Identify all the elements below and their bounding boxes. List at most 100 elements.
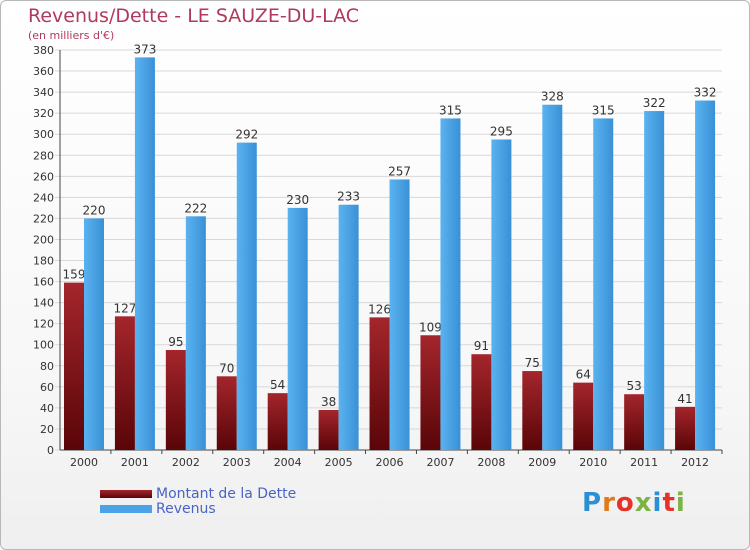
bar-dette [624,394,645,450]
bar-dette [573,382,594,450]
data-label-dette: 70 [219,361,234,375]
x-tick-label: 2001 [121,456,149,469]
data-label-revenus: 315 [439,103,462,117]
y-tick-label: 380 [33,44,54,57]
x-tick-label: 2008 [477,456,505,469]
x-tick-label: 2010 [579,456,607,469]
y-tick-label: 260 [33,170,54,183]
x-tick-label: 2003 [223,456,251,469]
bar-dette [471,354,492,450]
data-label-revenus: 322 [643,96,666,110]
x-tick-label: 2000 [70,456,98,469]
bar-dette [267,393,288,450]
data-label-dette: 95 [168,335,183,349]
y-tick-label: 200 [33,233,54,246]
data-label-revenus: 257 [388,164,411,178]
data-label-revenus: 315 [592,103,615,117]
bar-revenus [593,118,614,450]
logo-letter: r [602,488,616,518]
data-label-dette: 53 [627,379,642,393]
legend-swatch-dette [100,489,152,498]
bar-dette [216,376,237,450]
logo-letter: t [662,488,676,518]
data-label-revenus: 295 [490,124,513,138]
data-label-revenus: 292 [235,128,258,142]
y-tick-label: 140 [33,297,54,310]
logo-letter: i [675,488,686,518]
data-label-revenus: 220 [83,203,106,217]
bar-dette [318,410,339,450]
y-tick-label: 340 [33,86,54,99]
legend-item-dette: Montant de la Dette [100,485,297,502]
x-tick-label: 2007 [426,456,454,469]
y-tick-label: 280 [33,149,54,162]
data-label-revenus: 332 [694,86,717,100]
bar-dette [522,371,543,450]
data-label-dette: 64 [576,368,591,382]
bar-dette [420,335,441,450]
y-tick-label: 240 [33,191,54,204]
y-tick-label: 100 [33,339,54,352]
legend-swatch-revenus [100,504,152,513]
data-label-dette: 91 [474,339,489,353]
data-label-dette: 41 [677,392,692,406]
bar-dette [369,317,390,450]
legend-item-revenus: Revenus [100,500,296,517]
bar-dette [64,282,84,450]
data-label-revenus: 230 [286,193,309,207]
x-tick-label: 2009 [528,456,556,469]
bar-revenus [134,57,155,451]
bar-revenus [440,118,461,450]
data-label-dette: 38 [321,395,336,409]
y-tick-label: 360 [33,65,54,78]
data-label-revenus: 233 [337,190,360,204]
x-tick-label: 2012 [681,456,709,469]
x-tick-label: 2011 [630,456,658,469]
legend: Montant de la Dette Revenus [100,485,297,517]
bar-revenus [185,216,206,450]
y-tick-label: 300 [33,128,54,141]
x-tick-label: 2005 [325,456,353,469]
y-tick-label: 60 [40,381,54,394]
y-tick-label: 80 [40,360,54,373]
data-label-dette: 54 [270,378,285,392]
bar-dette [675,406,696,450]
data-label-revenus: 222 [184,201,207,215]
y-tick-label: 220 [33,212,54,225]
y-tick-label: 180 [33,255,54,268]
bar-revenus [287,207,308,450]
chart-title: Revenus/Dette - LE SAUZE-DU-LAC [28,5,360,27]
logo-letter: x [634,488,653,518]
logo-letter: i [652,488,663,518]
bar-revenus [389,179,410,450]
bar-revenus [542,104,563,450]
data-label-dette: 127 [113,301,136,315]
y-tick-label: 320 [33,107,54,120]
proxiti-logo: Proxiti [582,488,686,518]
bar-revenus [236,142,257,450]
x-tick-label: 2004 [274,456,302,469]
bar-revenus [644,111,665,450]
x-tick-label: 2006 [376,456,404,469]
y-tick-label: 120 [33,318,54,331]
data-label-dette: 159 [63,268,86,282]
y-tick-label: 160 [33,276,54,289]
logo-letter: o [615,488,635,518]
x-tick-label: 2002 [172,456,200,469]
bar-dette [165,350,186,450]
data-label-revenus: 328 [541,90,564,104]
y-tick-label: 20 [40,423,54,436]
legend-label-revenus: Revenus [156,500,216,517]
bar-dette [114,316,135,450]
chart-subtitle: (en milliers d'€) [28,29,115,42]
bar-revenus [84,218,104,450]
data-label-dette: 109 [419,320,442,334]
legend-label-dette: Montant de la Dette [156,485,297,502]
data-label-revenus: 373 [133,42,156,56]
y-tick-label: 40 [40,402,54,415]
data-label-dette: 126 [368,302,391,316]
data-label-dette: 75 [525,356,540,370]
bar-revenus [491,139,512,450]
bar-revenus [338,204,359,450]
